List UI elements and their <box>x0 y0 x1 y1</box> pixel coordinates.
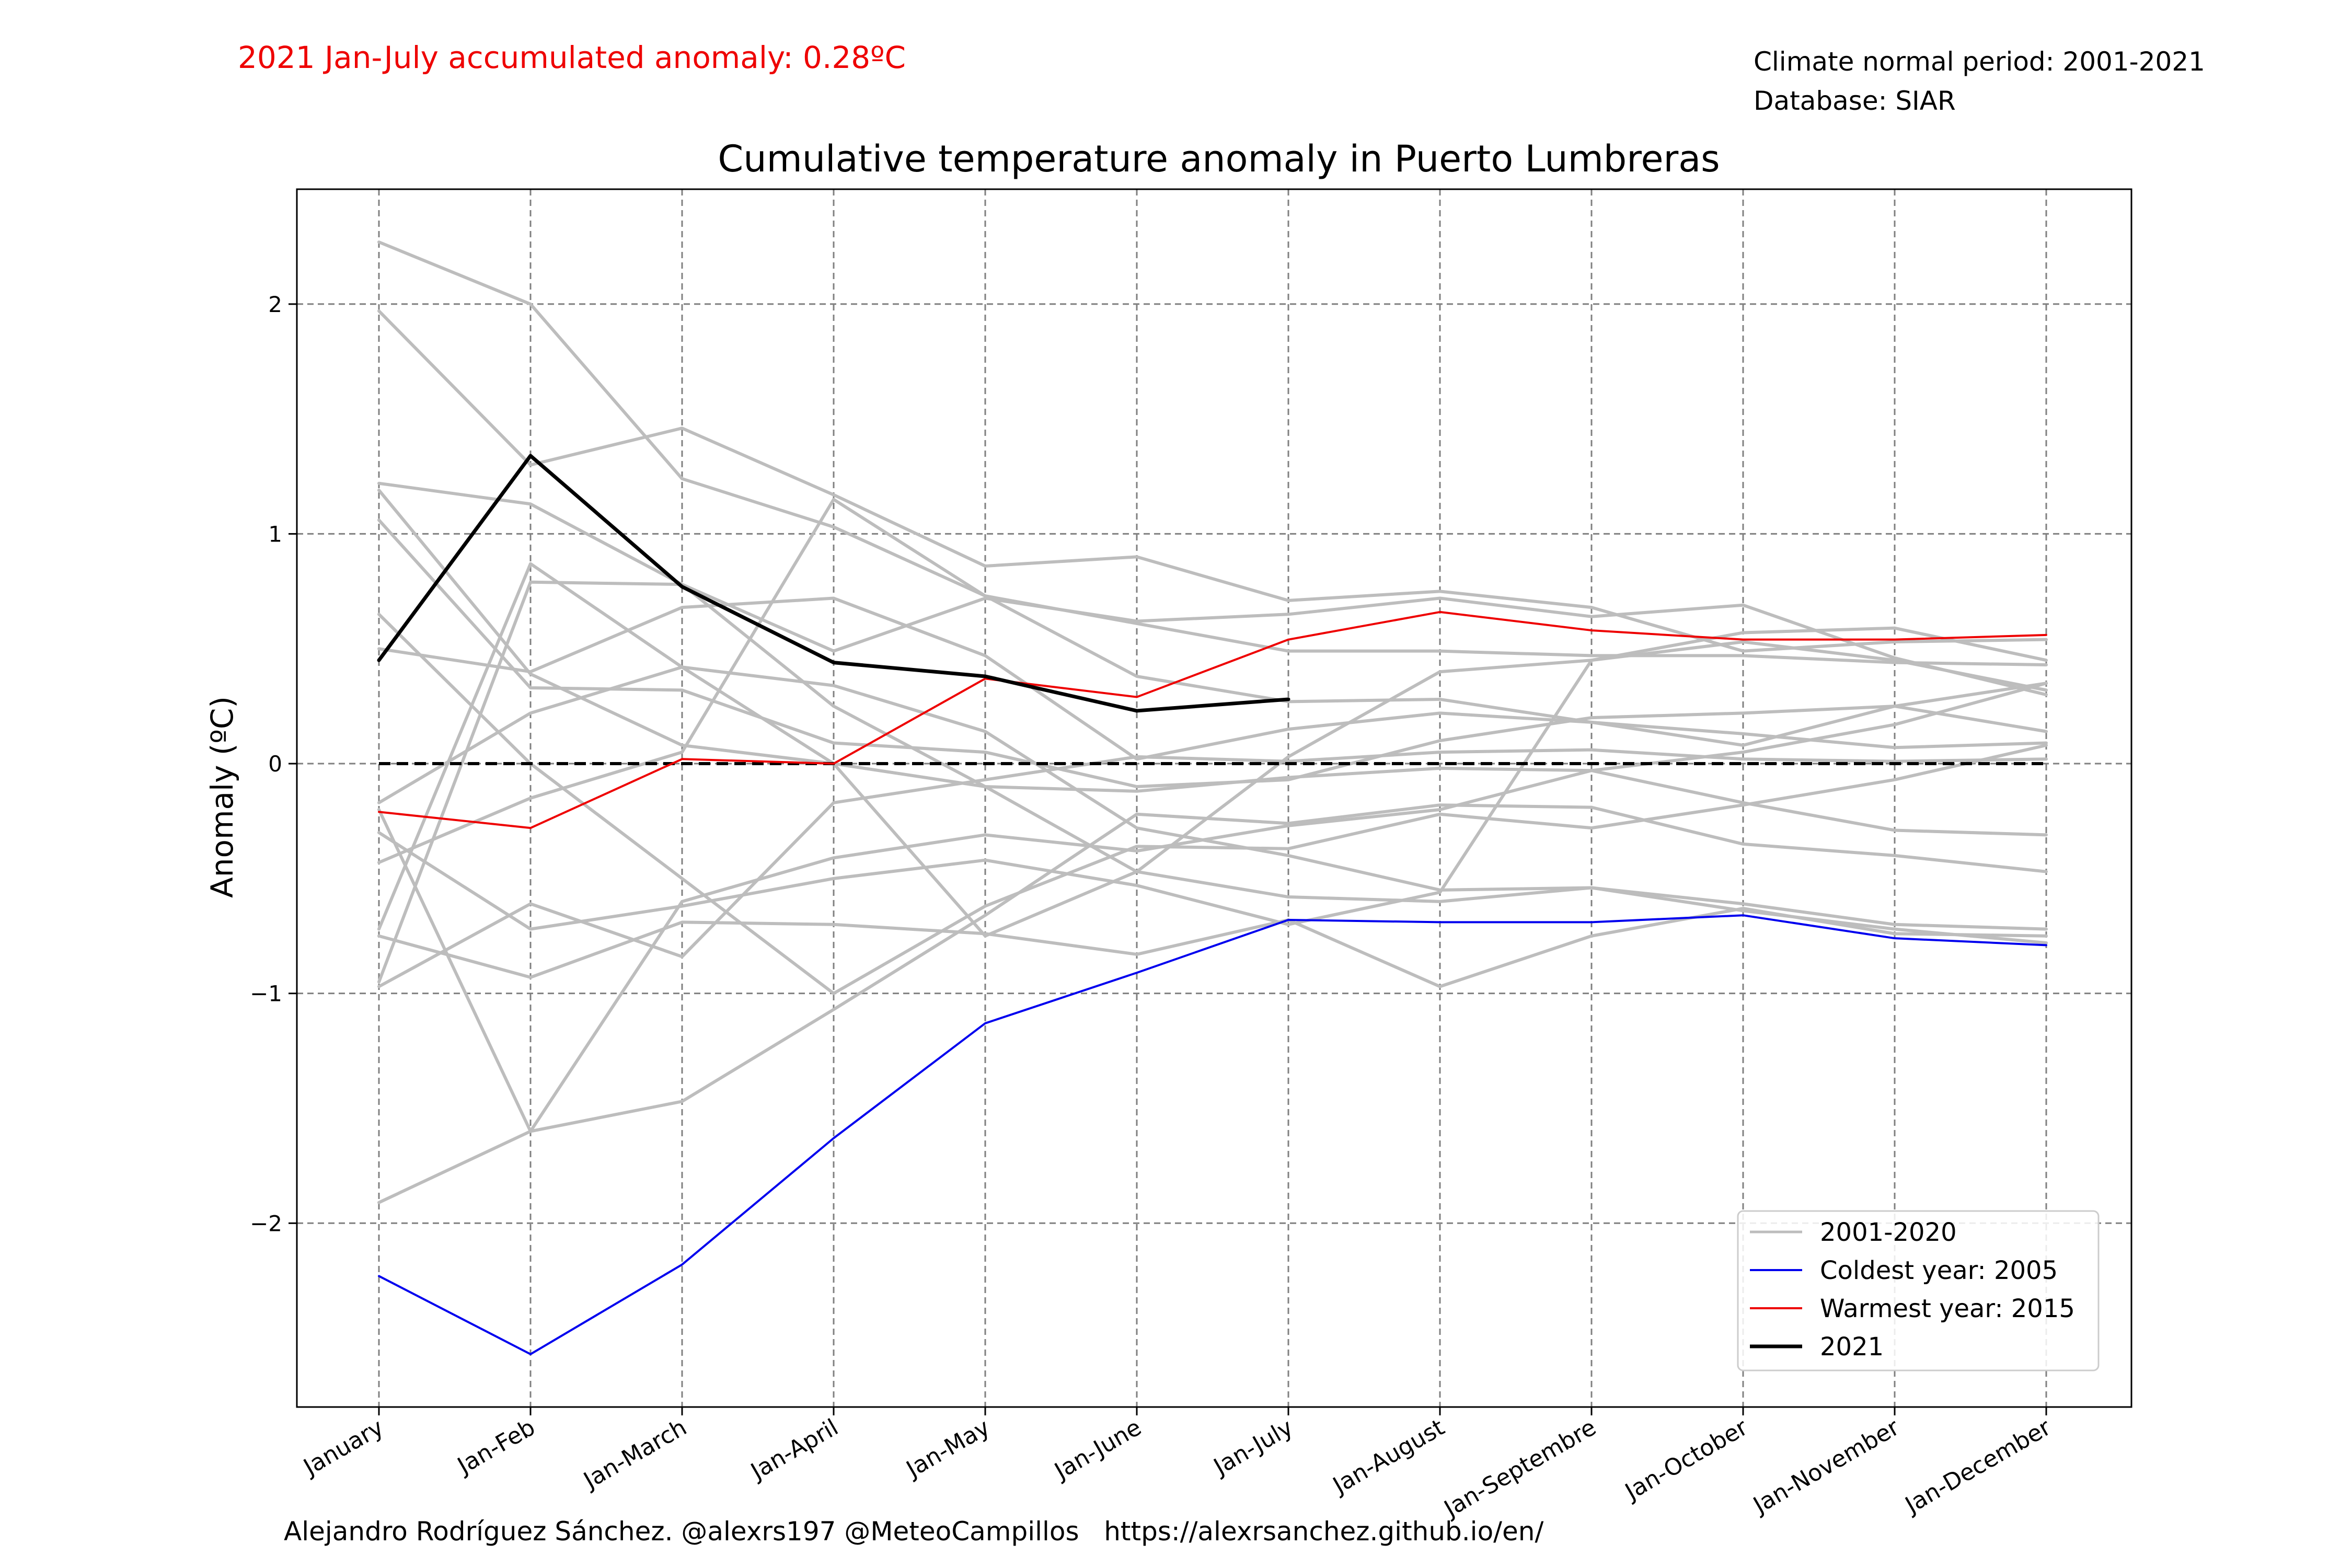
historical-series-line <box>377 240 2048 667</box>
legend-entries: 2001-2020 Coldest year: 2005 Warmest year:… <box>1750 1218 2075 1362</box>
y-tick-label: 1 <box>268 521 282 547</box>
historical-lines <box>377 240 2048 1204</box>
chart-title: Cumulative temperature anomaly in Puerto… <box>718 137 1720 180</box>
legend-label: Coldest year: 2005 <box>1820 1256 2058 1285</box>
historical-series-line <box>377 596 2048 761</box>
historical-series-line <box>377 518 2048 789</box>
legend-box <box>1737 1210 2100 1371</box>
historical-series-line <box>377 682 2048 1133</box>
legend-label: 2001-2020 <box>1820 1218 1957 1247</box>
historical-series-line <box>377 907 2048 988</box>
legend-label: 2021 <box>1820 1332 1884 1362</box>
historical-series-line <box>377 309 2048 653</box>
y-axis-label: Anomaly (ºC) <box>204 696 240 898</box>
database-note: Database: SIAR <box>1754 86 1956 116</box>
y-tick-label: 2 <box>268 292 282 317</box>
historical-series-line <box>377 665 2048 931</box>
coldest-year-line <box>378 914 2047 1355</box>
legend-label: Warmest year: 2015 <box>1820 1294 2075 1323</box>
plot-frame <box>296 188 2132 1408</box>
current-year-line <box>377 454 1290 713</box>
footer-credit: Alejandro Rodríguez Sánchez. @alexrs197 … <box>284 1516 1543 1547</box>
historical-series-line <box>377 803 2048 1204</box>
historical-series-line <box>377 748 2048 988</box>
historical-series-line <box>377 481 2048 697</box>
historical-series-line <box>377 626 2048 931</box>
historical-series-line <box>377 498 2048 864</box>
y-axis: −2 −1 0 1 2 <box>250 292 297 1236</box>
y-tick-label: 0 <box>268 751 282 777</box>
y-tick-label: −1 <box>250 981 282 1007</box>
historical-series-line <box>377 580 2048 984</box>
normal-period-note: Climate normal period: 2001-2021 <box>1754 47 2205 77</box>
accumulated-anomaly-note: 2021 Jan-July accumulated anomaly: 0.28º… <box>238 40 906 75</box>
historical-series-line <box>377 613 2048 995</box>
highlight-lines <box>377 454 2047 1355</box>
legend: 2001-2020 Coldest year: 2005 Warmest year:… <box>1737 1210 2100 1371</box>
warmest-year-line <box>378 610 2047 829</box>
y-tick-label: −2 <box>250 1210 282 1236</box>
